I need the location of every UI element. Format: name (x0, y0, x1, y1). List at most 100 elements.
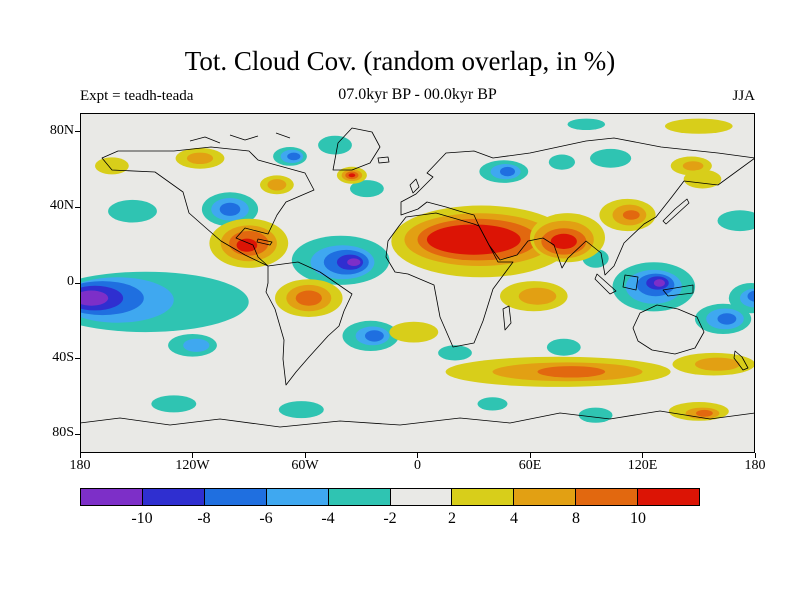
anomaly-region (548, 154, 575, 170)
coastline-path (265, 261, 353, 386)
anomaly-region (348, 173, 356, 178)
x-tick (529, 453, 531, 458)
period-label: 07.0kyr BP - 00.0kyr BP (338, 86, 497, 103)
colorbar-segment (513, 489, 576, 505)
coastline-path (275, 132, 291, 139)
anomaly-region (590, 148, 632, 168)
colorbar-tick-label: -2 (383, 510, 397, 527)
y-tick-label: 0 (67, 274, 74, 289)
anomaly-region (219, 202, 241, 216)
coastline-path (662, 284, 694, 297)
colorbar-segment (265, 489, 328, 505)
coastline-path (662, 198, 690, 225)
coastline-path (594, 273, 617, 295)
coastline-path (733, 350, 749, 371)
anomaly-region (347, 258, 361, 266)
y-tick (75, 433, 80, 435)
colorbar (80, 488, 700, 506)
season-label: JJA (732, 88, 755, 104)
anomaly-region (287, 152, 301, 161)
anomaly-region (578, 407, 613, 423)
anomaly-region (80, 290, 109, 306)
coastline-path (256, 238, 273, 246)
experiment-label: Expt = teadh-teada (80, 88, 194, 104)
x-tick (192, 453, 193, 458)
anomaly-region (682, 161, 704, 171)
coastline-path (332, 127, 381, 171)
anomaly-region (151, 395, 197, 413)
y-tick (75, 282, 80, 284)
y-tick-label: 80N (49, 122, 74, 138)
anomaly-region (365, 330, 384, 342)
anomaly-region (653, 279, 666, 287)
colorbar-segment (637, 489, 700, 505)
anomaly-region (747, 290, 755, 302)
x-tick-label: 180 (744, 458, 766, 473)
coastline-path (189, 136, 221, 144)
y-tick-label: 40S (52, 349, 74, 365)
y-tick (75, 358, 80, 360)
x-tick-label: 60W (291, 458, 319, 473)
colorbar-segment (81, 489, 142, 505)
colorbar-tick-label: -8 (197, 510, 211, 527)
coastline-path (400, 137, 755, 276)
x-tick-label: 0 (414, 458, 421, 473)
coastline-path (632, 304, 705, 355)
anomaly-region (696, 409, 713, 417)
x-tick (754, 453, 756, 458)
coastline-path (377, 156, 390, 164)
anomaly-region (477, 397, 508, 411)
colorbar-tick-label: 4 (510, 510, 518, 527)
colorbar-segment (203, 489, 266, 505)
coastline-path (101, 146, 315, 267)
y-tick-label: 40N (49, 198, 74, 214)
anomaly-region (518, 287, 557, 305)
coastline-path (229, 134, 259, 141)
anomaly-region (108, 199, 157, 223)
coastline-path (409, 178, 420, 194)
anomaly-region (550, 233, 577, 249)
colorbar-segment (327, 489, 390, 505)
colorbar-tick-label: 10 (630, 510, 646, 527)
x-tick (304, 453, 306, 458)
anomaly-region (295, 290, 322, 306)
anomaly-region (426, 224, 521, 255)
anomaly-region (236, 238, 258, 252)
chart-title: Tot. Cloud Cov. (random overlap, in %) (184, 46, 616, 76)
x-tick (642, 453, 643, 458)
anomaly-region (183, 338, 210, 352)
x-tick-label: 120E (627, 458, 658, 473)
anomaly-region (567, 118, 606, 130)
colorbar-tick-label: -10 (131, 510, 153, 527)
anomaly-region (537, 366, 606, 378)
x-tick-label: 60E (518, 458, 542, 473)
anomaly-region (95, 157, 129, 175)
coastline-path (622, 274, 639, 291)
anomaly-region (717, 210, 755, 232)
y-tick-label: 80S (52, 425, 74, 441)
anomaly-region (683, 169, 722, 189)
coastline-path (385, 212, 514, 348)
anomaly-region (278, 401, 324, 419)
anomaly-region (318, 135, 352, 155)
colorbar-segment (451, 489, 514, 505)
colorbar-segment (389, 489, 452, 505)
colorbar-tick-label: 2 (448, 510, 456, 527)
map-frame (80, 113, 755, 453)
x-tick-label: 180 (69, 458, 91, 473)
coastline-path (502, 305, 512, 331)
colorbar-tick-label: -4 (321, 510, 335, 527)
anomaly-region (267, 179, 287, 191)
anomaly-map (80, 113, 755, 453)
coastline-path (80, 410, 755, 428)
anomaly-region (665, 118, 733, 134)
anomaly-region (546, 338, 581, 356)
colorbar-segment (575, 489, 638, 505)
anomaly-region (438, 345, 472, 361)
anomaly-region (389, 321, 439, 343)
anomaly-region (500, 166, 515, 177)
anomaly-region (717, 313, 737, 325)
x-tick (79, 453, 81, 458)
anomaly-region (622, 210, 640, 220)
